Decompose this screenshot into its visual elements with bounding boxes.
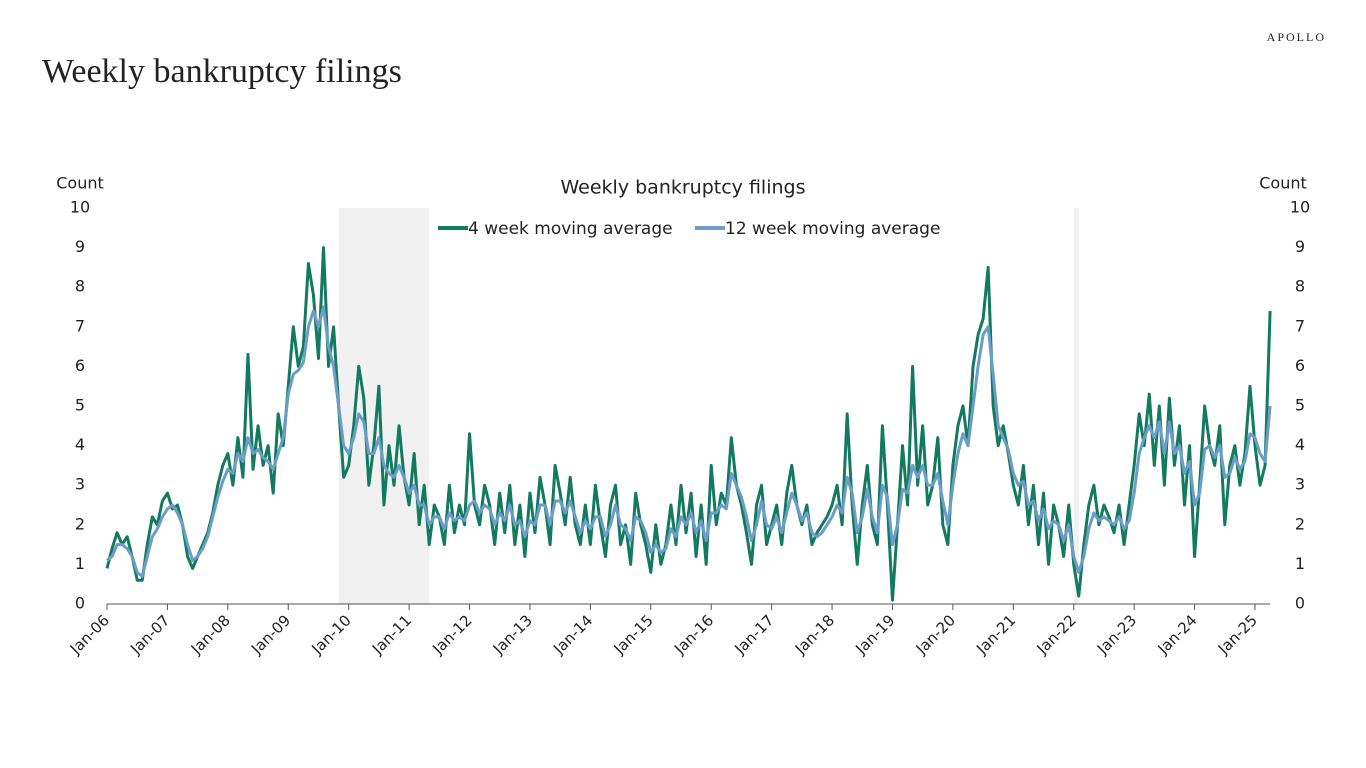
y2-tick-label: 2 xyxy=(1295,514,1305,533)
y2-tick-label: 5 xyxy=(1295,396,1305,415)
y2-tick-label: 3 xyxy=(1295,475,1305,494)
x-tick-label: Jan-12 xyxy=(428,611,475,658)
y-tick-label: 10 xyxy=(70,198,90,217)
chart-title: Weekly bankruptcy filings xyxy=(561,177,806,199)
y-tick-label: 6 xyxy=(75,356,85,375)
y-tick-label: 2 xyxy=(75,514,85,533)
page-title: Weekly bankruptcy filings xyxy=(42,53,402,90)
y2-tick-label: 1 xyxy=(1295,554,1305,573)
x-tick-label: Jan-13 xyxy=(489,611,536,658)
y-tick-label: 3 xyxy=(75,475,85,494)
series-line xyxy=(106,305,1272,578)
x-tick-label: Jan-17 xyxy=(731,611,778,658)
x-tick-label: Jan-08 xyxy=(187,611,234,658)
y-tick-label: 1 xyxy=(75,554,85,573)
y2-tick-label: 7 xyxy=(1295,316,1305,335)
legend-label: 12 week moving average xyxy=(725,219,940,239)
y-tick-label: 5 xyxy=(75,396,85,415)
y2-tick-label: 0 xyxy=(1295,594,1305,613)
x-tick-label: Jan-21 xyxy=(972,611,1019,658)
y-axis-label: Count xyxy=(56,174,104,193)
y2-tick-label: 4 xyxy=(1295,435,1305,454)
y2-tick-label: 8 xyxy=(1295,277,1305,296)
x-tick-label: Jan-11 xyxy=(368,611,415,658)
x-tick-label: Jan-09 xyxy=(247,611,294,658)
y-tick-label: 7 xyxy=(75,316,85,335)
x-tick-label: Jan-07 xyxy=(126,611,173,658)
recession-shading xyxy=(338,208,430,604)
series-line xyxy=(105,246,1272,602)
x-tick-label: Jan-25 xyxy=(1214,611,1261,658)
x-tick-label: Jan-24 xyxy=(1153,611,1200,658)
brand: APOLLO xyxy=(1267,30,1326,44)
x-tick-label: Jan-15 xyxy=(610,611,657,658)
x-tick-label: Jan-22 xyxy=(1033,611,1080,658)
x-tick-label: Jan-23 xyxy=(1093,611,1140,658)
x-tick-label: Jan-06 xyxy=(66,611,113,658)
x-tick-label: Jan-20 xyxy=(912,611,959,658)
recession-shading xyxy=(1073,208,1079,604)
y-tick-label: 4 xyxy=(75,435,85,454)
y-tick-label: 9 xyxy=(75,237,85,256)
x-tick-label: Jan-14 xyxy=(549,611,596,658)
legend-label: 4 week moving average xyxy=(468,219,673,239)
x-tick-label: Jan-16 xyxy=(670,611,717,658)
y-tick-label: 0 xyxy=(75,594,85,613)
x-tick-label: Jan-10 xyxy=(308,611,355,658)
x-tick-label: Jan-19 xyxy=(851,611,898,658)
y2-axis-label: Count xyxy=(1259,174,1307,193)
x-tick-label: Jan-18 xyxy=(791,611,838,658)
y-tick-label: 8 xyxy=(75,277,85,296)
y2-tick-label: 6 xyxy=(1295,356,1305,375)
y2-tick-label: 10 xyxy=(1290,198,1310,217)
y2-tick-label: 9 xyxy=(1295,237,1305,256)
